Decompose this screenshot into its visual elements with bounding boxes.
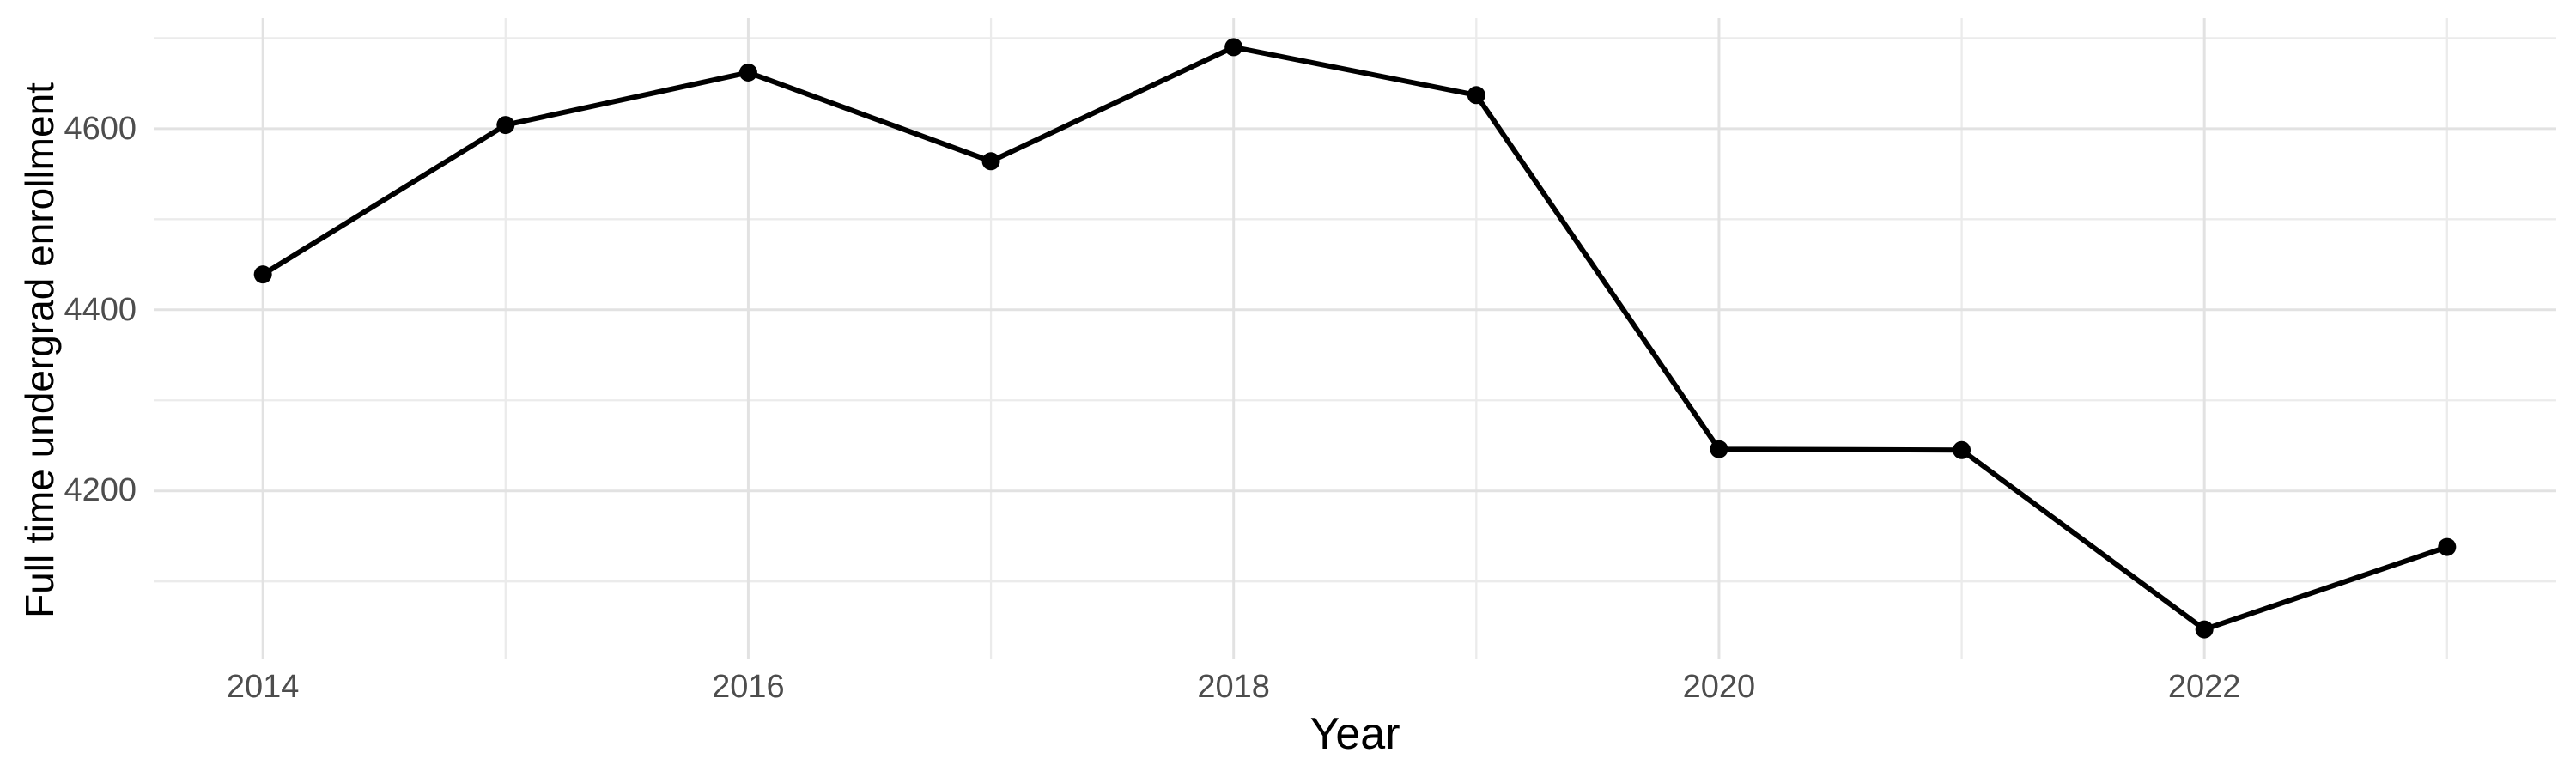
svg-text:4400: 4400 <box>64 292 137 328</box>
svg-text:2016: 2016 <box>712 669 785 705</box>
svg-text:2022: 2022 <box>2168 669 2241 705</box>
svg-text:4200: 4200 <box>64 472 137 508</box>
svg-text:4600: 4600 <box>64 111 137 147</box>
svg-text:Year: Year <box>1309 709 1400 759</box>
svg-text:2014: 2014 <box>227 669 300 705</box>
svg-text:Full time undergrad enrollment: Full time undergrad enrollment <box>17 82 62 618</box>
svg-text:2020: 2020 <box>1683 669 1756 705</box>
svg-text:2018: 2018 <box>1197 669 1270 705</box>
